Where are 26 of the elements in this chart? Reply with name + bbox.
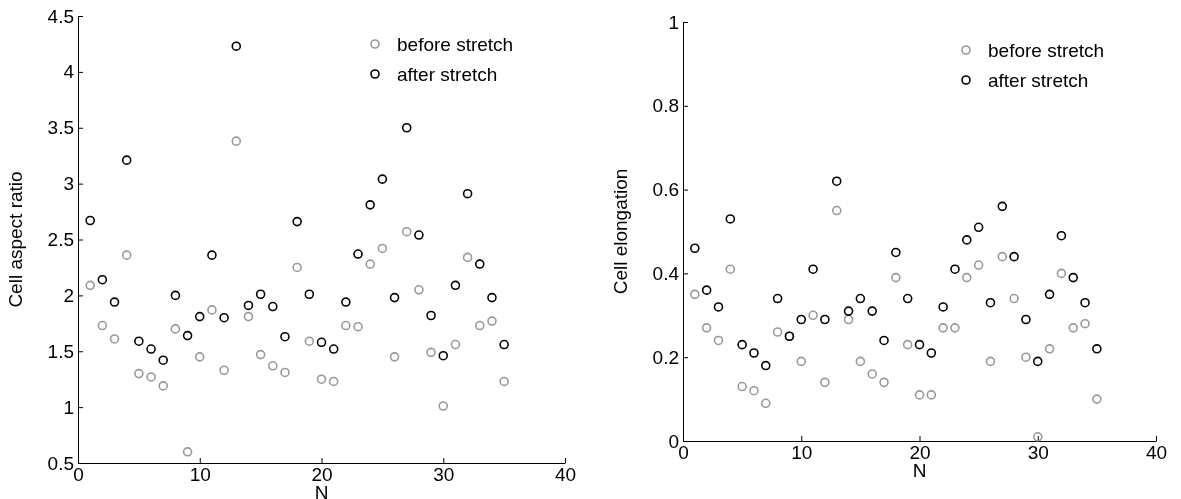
legend-label: before stretch — [988, 39, 1105, 61]
y-tick-label: 3.5 — [47, 117, 74, 139]
x-tick-label: 10 — [791, 442, 813, 464]
y-tick-label: 0.4 — [652, 262, 680, 284]
y-tick-label: 3 — [63, 173, 74, 195]
y-tick-label: 0.6 — [652, 179, 679, 201]
y-tick-label: 1.5 — [47, 340, 74, 362]
y-tick-label: 1 — [668, 11, 679, 33]
legend-label: before stretch — [397, 33, 514, 55]
y-axis-title: Cell aspect ratio — [5, 171, 26, 308]
y-tick-label: 1 — [63, 396, 74, 418]
y-tick-label: 0.2 — [652, 346, 679, 368]
legend-label: after stretch — [988, 69, 1089, 91]
y-axis-title: Cell elongation — [610, 168, 631, 295]
x-tick-label: 40 — [554, 464, 577, 486]
x-tick-label: 40 — [1145, 442, 1168, 464]
x-tick-label: 30 — [433, 464, 455, 486]
y-tick-label: 2.5 — [47, 229, 74, 251]
x-tick-label: 10 — [189, 464, 211, 486]
y-tick-label: 0.5 — [47, 452, 74, 474]
y-tick-label: 2 — [63, 284, 74, 306]
x-tick-label: 30 — [1027, 442, 1049, 464]
legend-label: after stretch — [397, 63, 498, 85]
y-tick-label: 0.8 — [652, 95, 679, 117]
y-tick-label: 4.5 — [47, 5, 74, 27]
y-tick-label: 4 — [63, 61, 75, 83]
